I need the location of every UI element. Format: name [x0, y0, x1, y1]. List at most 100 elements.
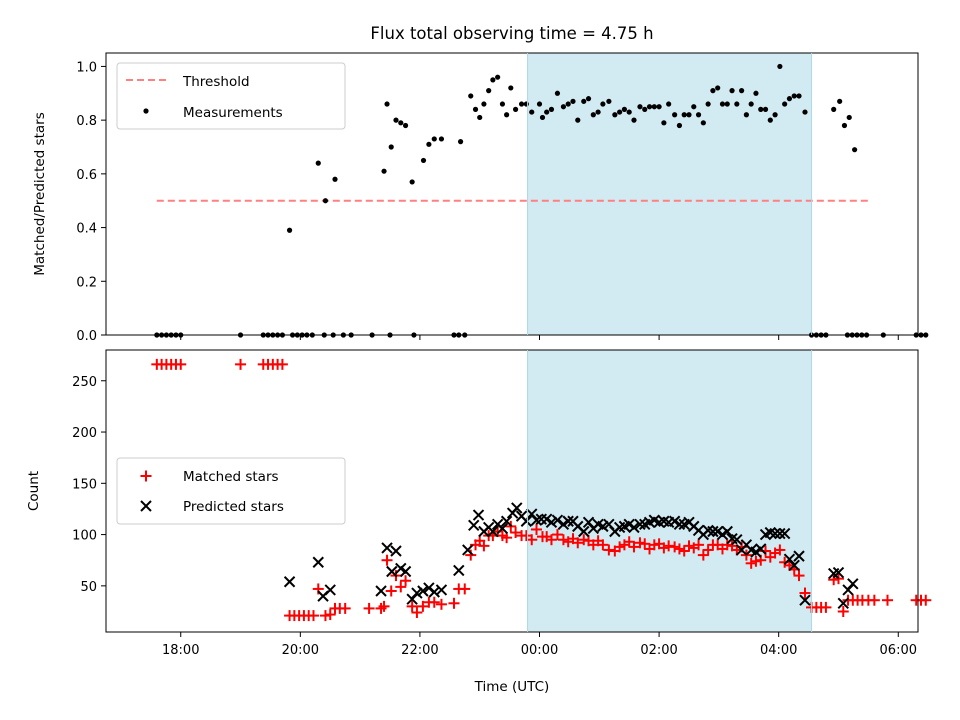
matched-star-point — [400, 575, 412, 587]
predicted-star-point — [468, 519, 480, 532]
matched-star-point — [395, 581, 407, 593]
matched-star-point — [628, 541, 640, 553]
predicted-star-point — [731, 534, 743, 546]
matched-star-point — [868, 594, 880, 606]
measurement-point — [388, 144, 394, 150]
measurement-point — [758, 106, 764, 112]
matched-star-point — [603, 544, 615, 556]
predicted-star-point — [435, 584, 448, 596]
predicted-star-point — [578, 525, 590, 538]
measurement-point — [724, 101, 730, 107]
matched-star-point — [750, 555, 762, 567]
measurement-point — [575, 117, 581, 123]
measurement-point — [512, 106, 519, 112]
measurement-point — [686, 112, 692, 118]
measurement-point — [481, 101, 487, 107]
x-tick-label: 20:00 — [282, 643, 319, 658]
predicted-star-point — [472, 509, 485, 521]
measurement-point — [595, 109, 601, 115]
measurement-point — [841, 122, 848, 129]
measurement-point — [486, 88, 492, 94]
matched-star-point — [693, 539, 705, 551]
matched-star-point — [820, 601, 832, 613]
measurement-point — [590, 112, 596, 118]
x-tick-label: 04:00 — [760, 643, 797, 658]
predicted-star-point — [562, 515, 574, 527]
top-y-axis-label: Matched/Predicted stars — [32, 112, 48, 275]
predicted-star-point — [774, 527, 786, 540]
matched-star-point — [614, 541, 626, 553]
measurement-point — [518, 101, 525, 107]
predicted-star-point — [496, 522, 509, 535]
measurement-point — [581, 98, 587, 104]
predicted-star-point — [721, 525, 733, 538]
matched-star-point — [597, 539, 609, 551]
measurement-point — [322, 198, 329, 204]
x-tick-label: 18:00 — [162, 643, 199, 658]
measurement-point — [695, 112, 702, 118]
bottom-legend: Matched stars Predicted stars — [116, 457, 346, 525]
predicted-star-point — [312, 556, 324, 568]
predicted-star-point — [769, 527, 781, 540]
matched-star-point — [623, 536, 635, 548]
measurement-point — [767, 117, 773, 123]
measurement-point — [617, 109, 623, 115]
measurement-point — [457, 139, 464, 145]
measurement-point — [398, 120, 404, 126]
predicted-star-point — [462, 544, 474, 556]
matched-star-point — [639, 538, 651, 550]
measurement-point — [426, 141, 432, 147]
x-tick-label: 02:00 — [640, 643, 677, 658]
legend-threshold-label: Threshold — [182, 74, 250, 90]
matched-star-point — [837, 605, 849, 617]
predicted-star-point — [628, 521, 640, 534]
measurement-point — [700, 120, 706, 126]
measurement-point — [802, 109, 808, 115]
y-tick-label: 250 — [72, 375, 97, 390]
matched-star-point — [435, 598, 447, 610]
matched-star-point — [175, 358, 187, 370]
legend-predicted-swatch — [140, 500, 152, 512]
measurement-point — [672, 112, 678, 118]
measurement-point — [384, 101, 390, 107]
measurement-point — [852, 147, 858, 153]
matched-star-point — [697, 549, 709, 561]
measurement-point — [710, 88, 716, 94]
matched-star-point — [411, 607, 423, 619]
measurement-point — [705, 101, 711, 107]
measurement-point — [612, 112, 618, 118]
bottom-y-ticks: 50 100 150 200 250 — [72, 375, 106, 595]
bottom-y-axis-label: Count — [26, 471, 42, 511]
matched-star-point — [385, 585, 397, 597]
measurement-point — [681, 112, 687, 118]
measurement-point — [600, 101, 606, 107]
matched-star-point — [648, 539, 660, 551]
measurement-point — [734, 101, 740, 107]
observing-window-bottom — [527, 350, 812, 632]
measurement-point — [495, 74, 501, 80]
predicted-star-point — [793, 550, 805, 562]
matched-star-point — [276, 358, 288, 370]
measurement-point — [539, 114, 546, 121]
predicted-star-point — [799, 594, 811, 606]
predicted-star-point — [707, 525, 719, 538]
measurement-point — [676, 122, 683, 129]
top-legend: Threshold Measurements — [116, 62, 346, 130]
matched-star-point — [557, 534, 569, 546]
matched-star-point — [634, 537, 646, 549]
predicted-star-point — [551, 514, 564, 526]
measurement-point — [508, 85, 514, 91]
measurement-point — [719, 101, 726, 107]
y-tick-label: 0.8 — [76, 114, 97, 129]
predicted-star-point — [283, 576, 296, 588]
matched-star-point — [545, 534, 557, 546]
ratio-panel: 0.0 0.2 0.4 0.6 0.8 1.0 Matched/Predicted sta… — [32, 52, 929, 344]
measurement-point — [782, 101, 788, 107]
predicted-star-point — [520, 515, 533, 527]
x-axis-label: Time (UTC) — [474, 679, 550, 695]
measurement-point — [565, 101, 571, 107]
measurement-point — [691, 104, 697, 110]
predicted-star-point — [673, 518, 686, 531]
measurement-point — [529, 109, 535, 115]
legend-box — [116, 457, 346, 525]
